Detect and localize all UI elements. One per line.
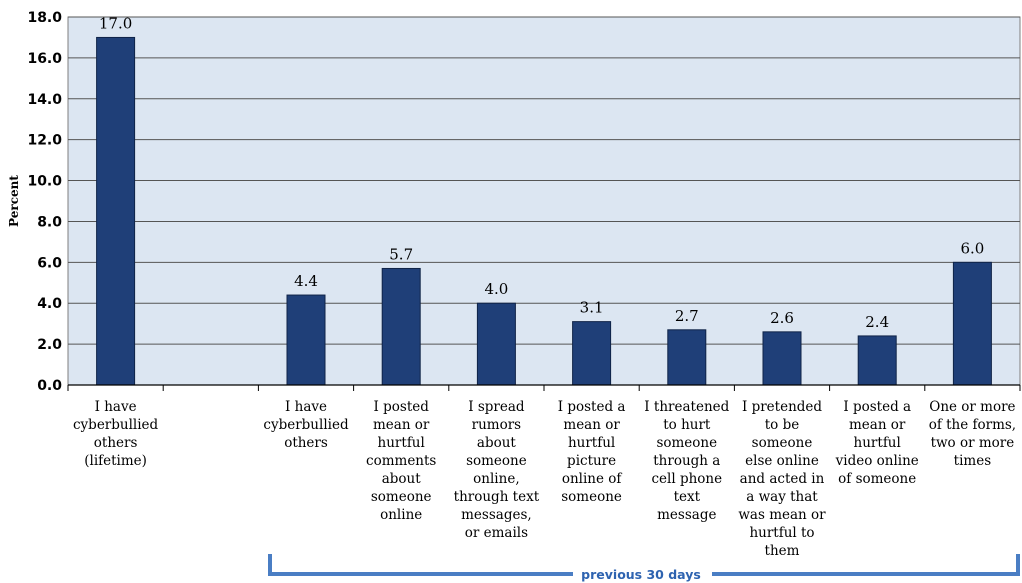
data-label: 3.1 <box>580 299 604 317</box>
data-label: 2.6 <box>770 309 794 327</box>
x-tick-label: I posted a mean or hurtful video online of s… <box>835 399 919 487</box>
data-label: 4.4 <box>294 272 318 290</box>
y-tick-label: 16.0 <box>27 51 62 67</box>
y-tick-label: 10.0 <box>27 174 62 190</box>
y-tick-label: 4.0 <box>37 296 62 312</box>
bracket-right-line <box>712 554 1020 576</box>
data-label: 17.0 <box>99 14 132 32</box>
y-tick-label: 12.0 <box>27 133 62 149</box>
bar <box>476 302 516 386</box>
y-tick-label: 14.0 <box>27 92 62 108</box>
y-tick-label: 6.0 <box>37 255 62 271</box>
data-label: 2.7 <box>675 307 699 325</box>
category-labels: I have cyberbullied others (lifetime) I have… <box>73 399 1016 559</box>
x-tick-label: I have cyberbullied others <box>263 399 349 451</box>
y-tick-label: 0.0 <box>37 378 62 394</box>
period-bracket: previous 30 days <box>268 554 1020 582</box>
y-axis-label: Percent <box>7 175 21 227</box>
bar <box>952 261 992 386</box>
y-tick-labels: 0.0 2.0 4.0 6.0 8.0 10.0 12.0 14.0 16.0 18.0 <box>27 10 62 394</box>
bar <box>381 267 421 386</box>
y-tick-label: 18.0 <box>27 10 62 26</box>
y-tick-label: 8.0 <box>37 214 62 230</box>
x-tick-label: I threatened to hurt someone through a cell … <box>644 399 729 523</box>
data-label: 4.0 <box>484 280 508 298</box>
y-tick-label: 2.0 <box>37 337 62 353</box>
bar <box>857 335 897 386</box>
bar <box>762 331 802 386</box>
x-tick-label: I posted mean or hurtful comments about someo… <box>366 399 436 523</box>
x-tick-label: I posted a mean or hurtful picture online of… <box>558 399 626 505</box>
value-labels: 17.0 4.4 5.7 4.0 3.1 2.7 2.6 2.4 6.0 <box>99 14 984 330</box>
data-label: 5.7 <box>389 245 413 263</box>
bar <box>667 329 707 386</box>
x-tick-label: I spread rumors about someone online, through… <box>454 399 540 541</box>
x-tick-marks <box>67 385 1021 391</box>
bars <box>96 36 992 386</box>
x-tick-label: One or more of the forms, two or more times <box>929 399 1016 469</box>
bar <box>286 294 326 386</box>
data-label: 2.4 <box>865 313 889 331</box>
plot-area <box>67 16 1021 386</box>
bar <box>572 321 612 386</box>
x-tick-label: I have cyberbullied others (lifetime) <box>73 399 159 469</box>
data-label: 6.0 <box>960 239 984 257</box>
x-tick-label: I pretended to be someone else online and ac… <box>738 399 826 559</box>
bracket-left-line <box>268 554 573 576</box>
bar <box>96 36 136 386</box>
bracket-label: previous 30 days <box>581 567 701 582</box>
